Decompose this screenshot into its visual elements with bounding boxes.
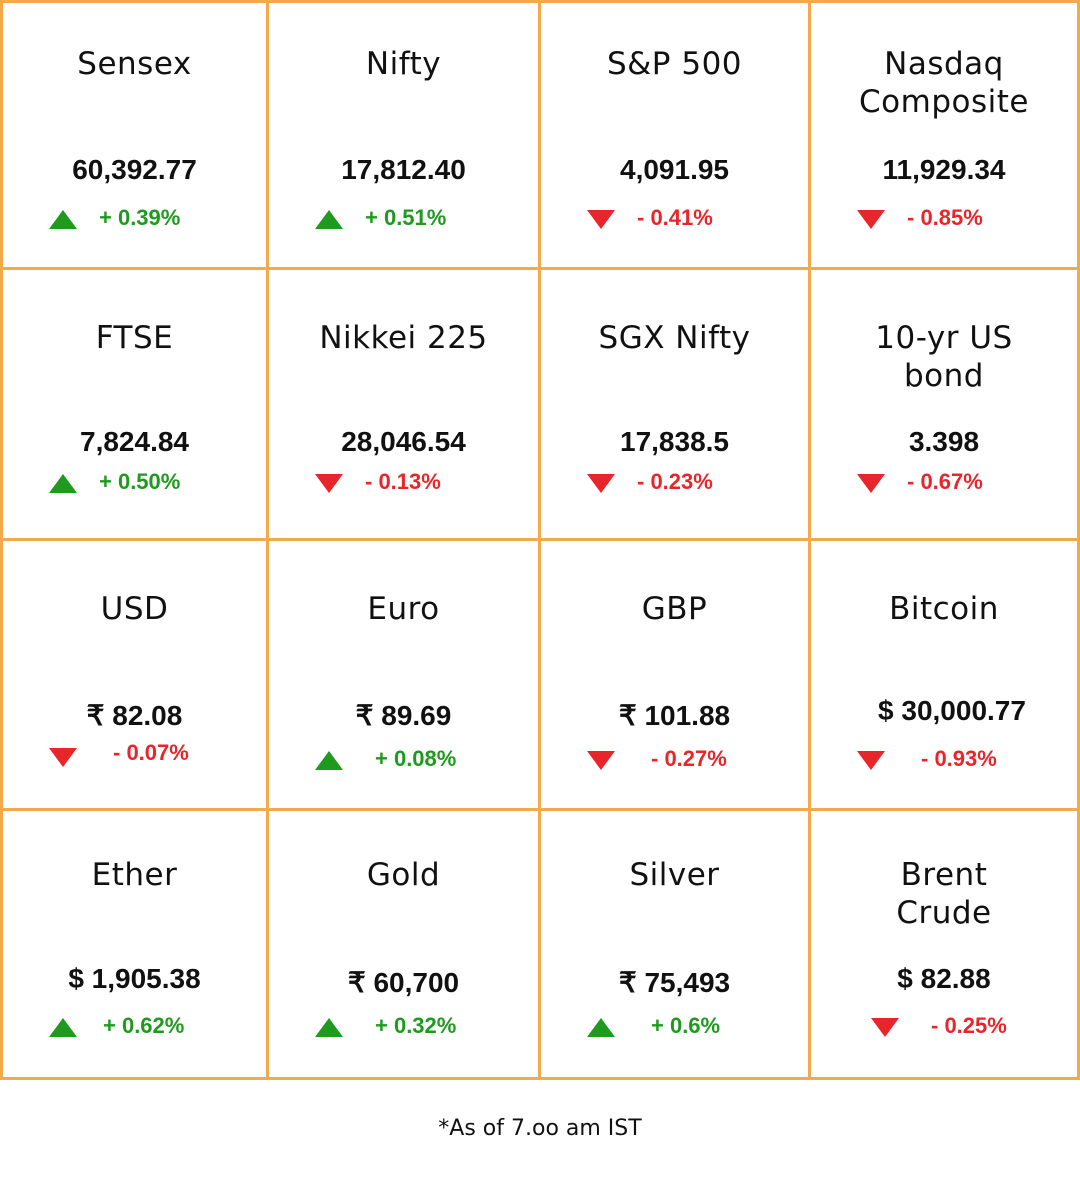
percent-change: + 0.62% [103, 1013, 185, 1038]
percent-change: - 0.13% [365, 469, 441, 494]
percent-change: + 0.50% [99, 469, 181, 494]
change-row: - 0.13% [269, 466, 538, 500]
triangle-down-icon [871, 1018, 899, 1037]
market-cell-brent: Brent Crude $ 82.88 - 0.25% [811, 811, 1077, 1077]
market-name: Euro [367, 591, 440, 627]
market-name: Gold [366, 857, 441, 893]
change-row: - 0.27% [541, 743, 808, 777]
market-cell-sensex: Sensex 60,392.77 + 0.39% [3, 3, 269, 270]
market-name: Nasdaq Composite [859, 46, 1029, 120]
change-row: + 0.39% [3, 202, 266, 236]
market-grid: Sensex 60,392.77 + 0.39% Nifty 17,812.40… [0, 0, 1080, 1080]
market-value: $ 1,905.38 [68, 963, 201, 994]
market-name: SGX Nifty [598, 320, 751, 356]
market-name: GBP [641, 591, 708, 627]
market-name: Nikkei 225 [319, 320, 488, 356]
change-row: + 0.62% [3, 1010, 266, 1044]
percent-change: + 0.6% [651, 1013, 721, 1038]
market-cell-silver: Silver ₹ 75,493 + 0.6% [541, 811, 811, 1077]
percent-change: + 0.32% [375, 1013, 457, 1038]
triangle-up-icon [587, 1018, 615, 1037]
triangle-down-icon [587, 474, 615, 493]
market-value: 7,824.84 [80, 426, 189, 457]
market-cell-usd: USD ₹ 82.08 - 0.07% [3, 541, 269, 811]
market-name: S&P 500 [606, 46, 743, 82]
market-value: $ 82.88 [897, 963, 991, 994]
change-row: + 0.6% [541, 1010, 808, 1044]
market-name: Brent Crude [896, 857, 992, 931]
market-name: USD [100, 591, 169, 627]
triangle-up-icon [49, 1018, 77, 1037]
triangle-up-icon [315, 210, 343, 229]
change-row: - 0.41% [541, 202, 808, 236]
change-row: - 0.07% [3, 740, 266, 774]
change-row: - 0.93% [811, 743, 1077, 777]
market-name: 10-yr US bond [875, 320, 1013, 394]
triangle-up-icon [315, 751, 343, 770]
triangle-down-icon [315, 474, 343, 493]
market-cell-ftse: FTSE 7,824.84 + 0.50% [3, 270, 269, 541]
percent-change: - 0.23% [637, 469, 713, 494]
market-name: Nifty [365, 46, 442, 82]
market-value: ₹ 101.88 [618, 700, 731, 731]
market-value: $ 30,000.77 [878, 695, 1026, 726]
change-row: + 0.51% [269, 202, 538, 236]
triangle-up-icon [49, 210, 77, 229]
percent-change: - 0.67% [907, 469, 983, 494]
market-value: 17,812.40 [341, 154, 466, 185]
market-cell-euro: Euro ₹ 89.69 + 0.08% [269, 541, 541, 811]
percent-change: - 0.25% [931, 1013, 1007, 1038]
market-cell-nifty: Nifty 17,812.40 + 0.51% [269, 3, 541, 270]
triangle-up-icon [49, 474, 77, 493]
market-cell-us-bond: 10-yr US bond 3.398 - 0.67% [811, 270, 1077, 541]
percent-change: - 0.93% [921, 746, 997, 771]
market-cell-sp500: S&P 500 4,091.95 - 0.41% [541, 3, 811, 270]
market-cell-nasdaq: Nasdaq Composite 11,929.34 - 0.85% [811, 3, 1077, 270]
market-value: ₹ 60,700 [347, 967, 460, 998]
market-value: 4,091.95 [620, 154, 729, 185]
percent-change: + 0.08% [375, 746, 457, 771]
market-value: 17,838.5 [620, 426, 729, 457]
triangle-down-icon [857, 751, 885, 770]
triangle-down-icon [857, 474, 885, 493]
market-cell-sgx-nifty: SGX Nifty 17,838.5 - 0.23% [541, 270, 811, 541]
triangle-down-icon [49, 748, 77, 767]
market-name: Bitcoin [889, 591, 999, 627]
market-cell-gold: Gold ₹ 60,700 + 0.32% [269, 811, 541, 1077]
change-row: + 0.08% [269, 743, 538, 777]
market-cell-ether: Ether $ 1,905.38 + 0.62% [3, 811, 269, 1077]
market-value: ₹ 82.08 [86, 700, 183, 731]
triangle-down-icon [857, 210, 885, 229]
percent-change: - 0.27% [651, 746, 727, 771]
triangle-down-icon [587, 210, 615, 229]
change-row: - 0.67% [811, 466, 1077, 500]
percent-change: + 0.51% [365, 205, 447, 230]
percent-change: + 0.39% [99, 205, 181, 230]
market-value: ₹ 89.69 [355, 700, 452, 731]
market-name: Silver [629, 857, 720, 893]
triangle-up-icon [315, 1018, 343, 1037]
market-name: Ether [91, 857, 178, 893]
market-value: 60,392.77 [72, 154, 197, 185]
percent-change: - 0.07% [113, 740, 189, 765]
triangle-down-icon [587, 751, 615, 770]
change-row: - 0.23% [541, 466, 808, 500]
market-name: FTSE [95, 320, 174, 356]
percent-change: - 0.41% [637, 205, 713, 230]
change-row: + 0.32% [269, 1010, 538, 1044]
market-cell-bitcoin: Bitcoin $ 30,000.77 - 0.93% [811, 541, 1077, 811]
change-row: - 0.25% [811, 1010, 1077, 1044]
change-row: - 0.85% [811, 202, 1077, 236]
market-value: ₹ 75,493 [618, 967, 731, 998]
market-name: Sensex [77, 46, 192, 82]
market-value: 3.398 [908, 426, 980, 457]
percent-change: - 0.85% [907, 205, 983, 230]
change-row: + 0.50% [3, 466, 266, 500]
market-value: 11,929.34 [882, 154, 1006, 185]
footnote-timestamp: *As of 7.oo am IST [438, 1116, 642, 1141]
market-cell-nikkei: Nikkei 225 28,046.54 - 0.13% [269, 270, 541, 541]
market-cell-gbp: GBP ₹ 101.88 - 0.27% [541, 541, 811, 811]
market-value: 28,046.54 [341, 426, 466, 457]
